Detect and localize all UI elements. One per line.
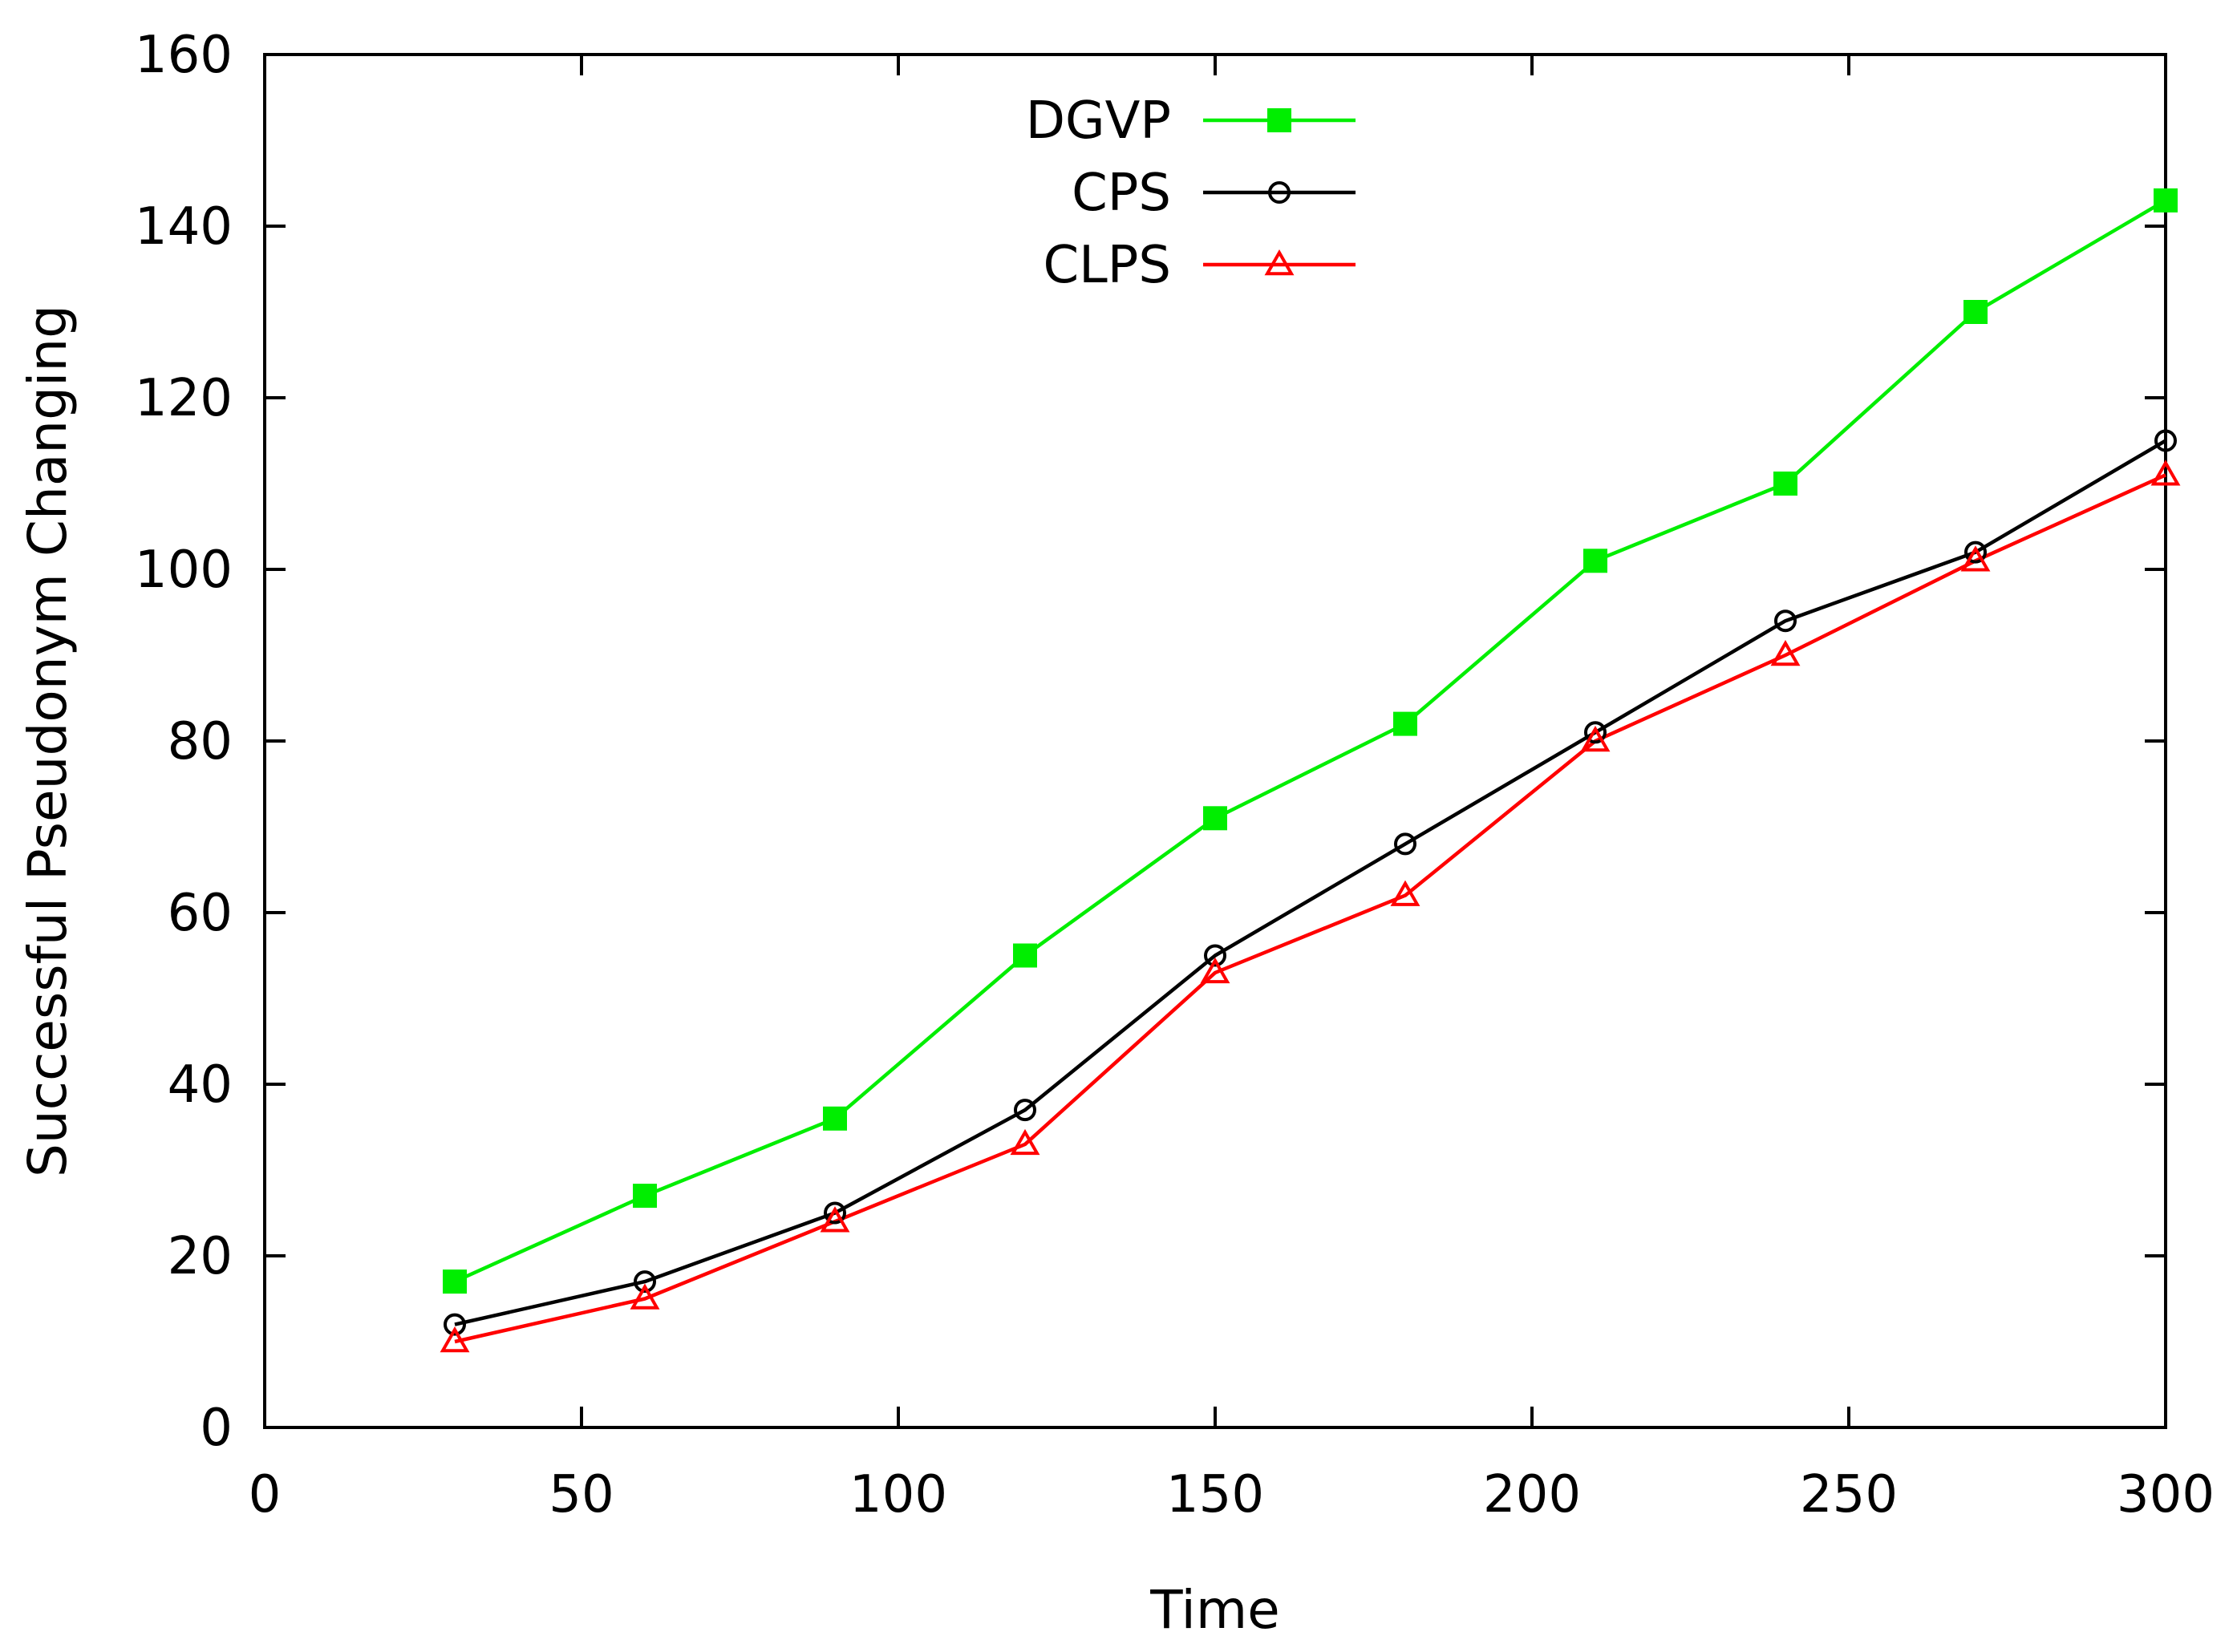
data-point-clps <box>1770 639 1801 666</box>
data-point-clps <box>1580 725 1611 752</box>
data-point-clps <box>1010 1128 1040 1156</box>
data-point-dgvp <box>1203 806 1227 831</box>
series-markers <box>440 188 2181 1353</box>
y-tick-label: 60 <box>168 884 233 943</box>
x-tick-label: 300 <box>2117 1465 2215 1524</box>
data-point-cps <box>824 1201 846 1225</box>
axis-ticks: 0 50 100 150 200 250 300 0 20 40 60 80 100 120 140 160 <box>135 26 2215 1524</box>
y-axis-title: Successful Pseudonym Changing <box>17 305 79 1177</box>
data-point-clps <box>1960 545 1991 572</box>
legend-label-clps: CLPS <box>1043 236 1171 295</box>
data-point-cps <box>1584 721 1607 744</box>
legend-marker-dgvp <box>1267 108 1291 132</box>
data-point-clps <box>2150 460 2181 486</box>
legend-marker-cps <box>1268 181 1291 204</box>
data-point-clps <box>820 1206 850 1233</box>
data-point-cps <box>1964 541 1987 564</box>
data-point-cps <box>2154 429 2177 452</box>
legend: DGVP CPS CLPS <box>1026 91 1356 295</box>
x-tick-label: 0 <box>249 1465 282 1524</box>
data-point-cps <box>1204 944 1226 967</box>
data-point-clps <box>630 1283 660 1310</box>
x-axis-title: Time <box>1149 1579 1280 1641</box>
x-tick-label: 100 <box>849 1465 947 1524</box>
data-point-cps <box>634 1270 656 1294</box>
data-point-dgvp <box>2154 188 2178 213</box>
data-point-clps <box>440 1326 470 1353</box>
x-tick-label: 250 <box>1800 1465 1898 1524</box>
data-point-dgvp <box>1013 943 1037 968</box>
x-tick-label: 50 <box>549 1465 614 1524</box>
y-tick-label: 20 <box>168 1227 233 1286</box>
y-tick-label: 0 <box>200 1399 233 1458</box>
data-point-cps <box>1014 1099 1036 1122</box>
legend-label-cps: CPS <box>1072 164 1171 223</box>
plot-frame <box>263 53 2167 1429</box>
data-point-dgvp <box>1393 711 1417 736</box>
y-tick-label: 40 <box>168 1055 233 1115</box>
data-point-dgvp <box>1773 472 1797 496</box>
data-point-dgvp <box>1963 300 1988 324</box>
data-point-dgvp <box>1583 549 1607 573</box>
data-point-dgvp <box>823 1106 847 1131</box>
y-tick-label: 120 <box>135 369 233 428</box>
y-tick-label: 160 <box>135 26 233 85</box>
series-line-cps <box>454 439 2167 1326</box>
y-tick-label: 80 <box>168 712 233 771</box>
legend-marker-clps <box>1264 249 1295 276</box>
series-line-clps <box>454 473 2166 1344</box>
data-point-cps <box>1774 609 1797 633</box>
series-line-dgvp <box>454 198 2167 1284</box>
series-lines <box>454 198 2167 1344</box>
data-point-cps <box>444 1313 466 1336</box>
data-point-clps <box>1390 880 1420 906</box>
y-tick-label: 140 <box>135 197 233 257</box>
x-tick-label: 150 <box>1166 1465 1264 1524</box>
data-point-dgvp <box>443 1269 467 1294</box>
data-point-cps <box>1394 832 1416 856</box>
legend-label-dgvp: DGVP <box>1026 91 1171 151</box>
data-point-clps <box>1200 957 1230 984</box>
y-tick-label: 100 <box>135 541 233 600</box>
data-point-dgvp <box>633 1184 657 1209</box>
x-tick-label: 200 <box>1483 1465 1581 1524</box>
